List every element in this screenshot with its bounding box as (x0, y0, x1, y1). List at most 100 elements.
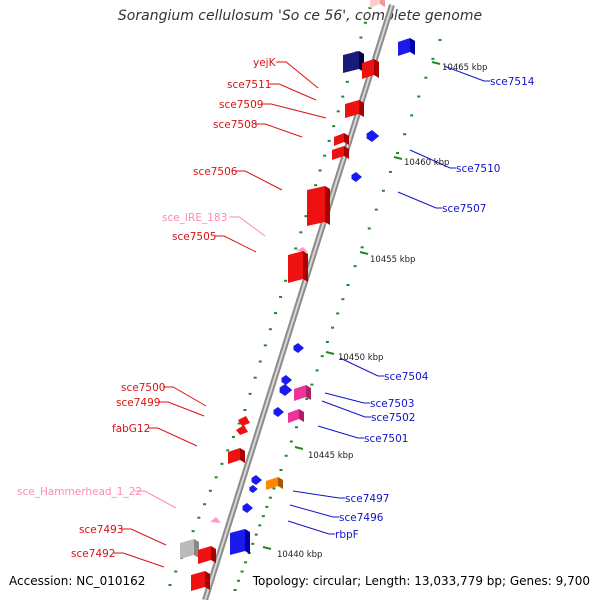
tick-dot (294, 426, 298, 429)
gene-feature-yejK (343, 51, 364, 73)
gene-label-sce7504: sce7504 (384, 371, 429, 383)
tick-dot (254, 533, 258, 536)
major-tick (325, 351, 335, 355)
gene-label-sce7510: sce7510 (456, 163, 500, 175)
gene-feature-top (370, 0, 385, 8)
leader-line (255, 123, 303, 138)
gene-feature-sce7502 (294, 385, 311, 401)
feature-face (370, 0, 380, 8)
tick-dot (315, 369, 319, 372)
tick-dot (438, 39, 442, 41)
tick-dot (332, 125, 336, 128)
gene-feature-sce7508 (334, 133, 349, 146)
tick-dot (265, 505, 269, 508)
feature-side (374, 59, 379, 78)
tick-dot (263, 344, 267, 347)
leader-line (261, 103, 327, 119)
tick-dot (244, 561, 248, 564)
kbp-label: 10445 kbp (308, 451, 353, 461)
gene-label-sce7501: sce7501 (364, 433, 408, 445)
tick-dot (253, 376, 257, 379)
tick-dot (403, 133, 407, 136)
tick-dot (346, 284, 350, 286)
tick-dot (336, 110, 340, 113)
tick-dot (341, 298, 345, 301)
feature-side (299, 409, 304, 422)
tick-dot (367, 227, 371, 230)
gene-feature-sce7509 (345, 100, 364, 118)
kbp-labels: 10465 kbp 10460 kbp 10455 kbp 10450 kbp 1044… (277, 63, 487, 560)
leader-line (289, 504, 339, 518)
gene-label-sce7509: sce7509 (219, 99, 263, 111)
tick-dot (233, 589, 237, 591)
feature-side (359, 100, 364, 117)
feature-face (288, 409, 299, 423)
tick-dot (314, 184, 318, 187)
gene-label-sce7492: sce7492 (71, 548, 115, 560)
feature-face (230, 529, 245, 555)
tick-dot (417, 95, 421, 98)
gene-feature-sce7496 (249, 485, 258, 493)
tick-dot (231, 435, 235, 438)
tick-dot (304, 215, 308, 218)
backbone-highlight (204, 4, 393, 600)
tick-dot (272, 487, 276, 490)
tick-dot (341, 95, 345, 98)
gene-feature-sce7500 (238, 416, 250, 426)
leader-line (235, 170, 283, 191)
tick-dot (197, 516, 201, 519)
feature-side (245, 529, 250, 554)
tick-dot (359, 36, 363, 39)
gene-feature-sce7507 (351, 172, 362, 182)
tick-dot (323, 154, 327, 157)
tick-dot (258, 360, 262, 363)
tick-dot (320, 355, 324, 358)
gene-feature-sce_IRE_183 (296, 247, 308, 252)
feature-face (228, 448, 240, 464)
gene-labels: yejK sce7511 sce7509 sce7508 sce7506 sce_IRE_… (17, 57, 535, 560)
leader-line (158, 401, 205, 417)
gene-label-fabG12: fabG12 (112, 423, 150, 435)
tick-dot (310, 383, 314, 386)
feature-side (410, 38, 415, 55)
feature-face (294, 385, 306, 401)
leader-line (317, 425, 364, 439)
tick-dot (261, 515, 265, 518)
tick-dot (237, 422, 241, 425)
leader-line (324, 392, 370, 404)
gene-label-rbpF: rbpF (335, 529, 359, 541)
tick-dot (258, 524, 262, 527)
tick-dot (279, 469, 283, 471)
major-tick (262, 546, 272, 550)
tick-dot (243, 409, 247, 411)
leader-line (287, 520, 335, 535)
genome-summary-text: Topology: circular; Length: 13,033,779 b… (252, 574, 590, 588)
tick-dot (284, 279, 288, 282)
leader-line (113, 552, 165, 568)
tick-dot (273, 312, 277, 315)
kbp-label: 10460 kbp (404, 158, 449, 168)
gene-label-sce7508: sce7508 (213, 119, 257, 131)
gene-feature-sce7510 (366, 130, 380, 142)
gene-label-sce7502: sce7502 (371, 412, 415, 424)
tick-dot (284, 454, 288, 457)
kbp-label: 10450 kbp (338, 353, 383, 363)
tick-dot (168, 584, 172, 586)
tick-dot (345, 80, 349, 83)
feature-side (211, 546, 216, 563)
label-leader-lines (113, 61, 490, 568)
feature-face (362, 59, 374, 79)
gene-label-sce_IRE_183: sce_IRE_183 (162, 212, 227, 224)
gene-label-sce7497: sce7497 (345, 493, 389, 505)
gene-feature-rbpF-block (230, 529, 250, 555)
tick-dot (353, 265, 357, 268)
tick-dot (388, 170, 392, 173)
gene-label-sce7493: sce7493 (79, 524, 123, 536)
tick-dot (226, 449, 230, 452)
feature-face (334, 133, 344, 146)
leader-line (134, 490, 177, 509)
gene-feature-sce7508b (332, 146, 349, 160)
gene-feature-sce7501 (273, 407, 284, 417)
leader-line (214, 235, 257, 253)
tick-dot (424, 76, 428, 79)
